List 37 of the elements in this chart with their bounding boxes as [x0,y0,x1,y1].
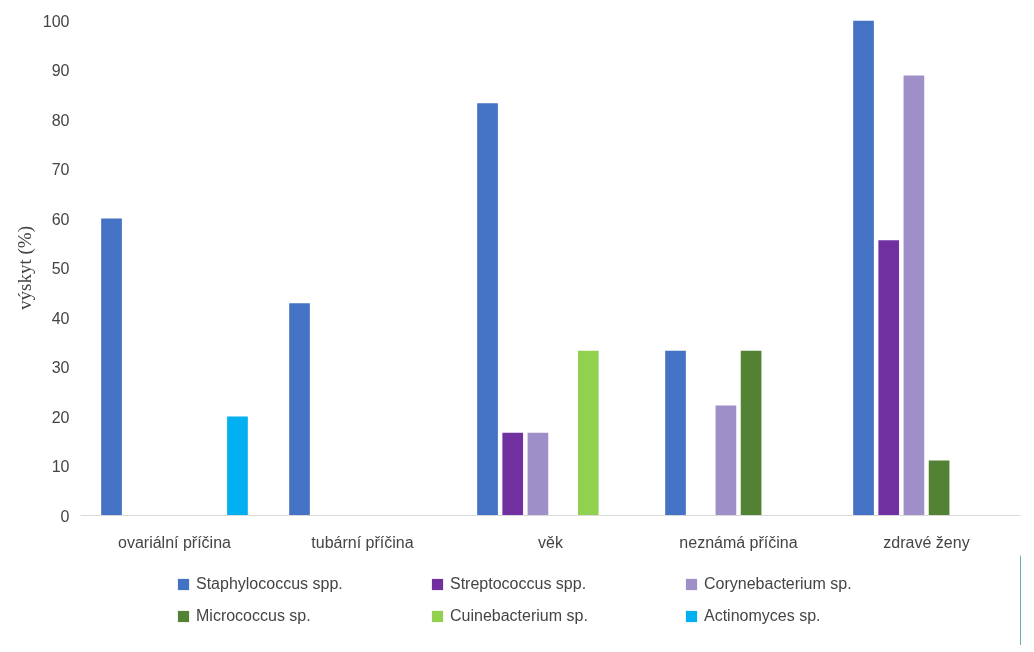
y-tick-label: 10 [51,458,70,475]
bar [903,75,925,516]
bar [878,240,900,516]
y-tick-label: 100 [42,12,70,30]
y-tick-label: 80 [51,111,70,129]
bar [740,350,762,516]
bar [477,103,498,516]
legend-label: Cuinebacterium sp. [450,607,589,625]
x-tick-label: věk [538,533,564,551]
y-tick-label: 50 [51,260,70,277]
bar [853,20,874,516]
legend-label: Corynebacterium sp. [704,575,853,593]
bar [289,303,310,516]
y-tick-label: 90 [51,62,70,79]
legend-label: Staphylococcus spp. [196,575,344,593]
bar [928,460,950,516]
bar [101,218,122,516]
x-tick-label: zdravé ženy [883,533,970,551]
x-tick-label: tubární příčina [311,533,414,551]
legend-label: Micrococcus sp. [196,607,312,625]
y-tick-label: 0 [60,507,70,525]
x-tick-label: neznámá příčina [679,533,798,551]
bar [527,432,549,516]
x-tick-label: ovariální příčina [118,533,232,551]
y-tick-label: 20 [51,408,70,426]
y-tick-label: 40 [51,309,70,327]
y-tick-label: 60 [51,210,70,228]
legend-label: Streptococcus spp. [450,575,588,593]
y-tick-label: 30 [51,359,70,376]
legend-label: Actinomyces sp. [704,607,822,625]
y-axis-title: výskyt (%) [13,226,36,310]
bar [502,432,524,516]
bar [715,405,737,516]
y-tick-label: 70 [51,161,70,178]
bar [665,350,686,516]
bar [227,416,248,516]
bar [577,350,599,516]
